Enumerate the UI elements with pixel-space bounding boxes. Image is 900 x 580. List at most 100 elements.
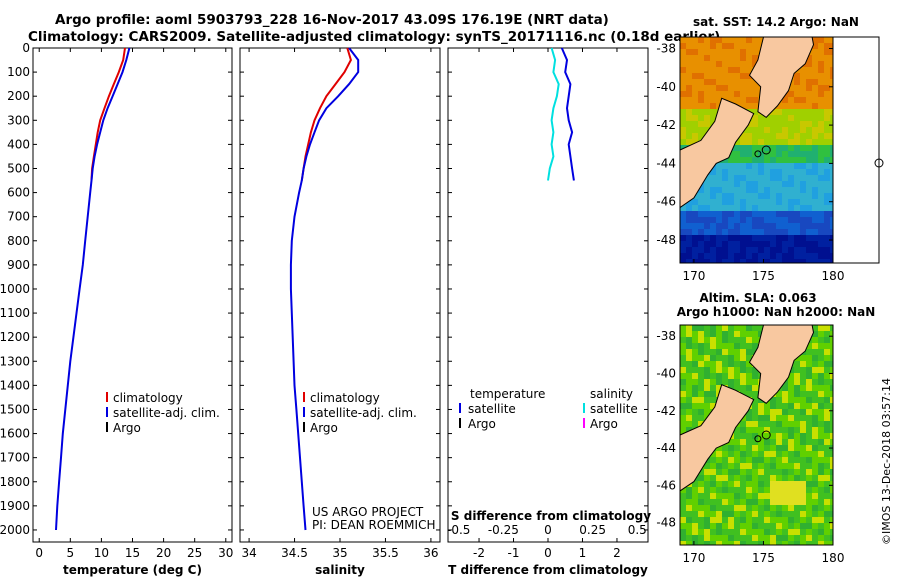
argo-location-marker	[874, 158, 884, 168]
legend-label: Argo	[310, 421, 338, 435]
top-tick-label: 0.25	[579, 523, 606, 537]
map-lon-label: 170	[682, 551, 705, 565]
x-tick-label: -2	[473, 546, 485, 560]
south-island-landmass	[679, 97, 755, 209]
south-island-landmass	[679, 384, 755, 492]
panel-temperature: 0100200300400500600700800900100011001200…	[0, 41, 233, 577]
top-tick-label: 0.5	[628, 523, 647, 537]
top-tick-label: -0.5	[447, 523, 470, 537]
y-tick-label: 400	[7, 137, 30, 151]
map-lon-label: 175	[752, 551, 775, 565]
sst-map-extension	[832, 36, 880, 264]
legend-label: satellite	[468, 402, 516, 416]
x-tick-label: 10	[94, 546, 109, 560]
map-lon-label: 180	[822, 269, 845, 283]
y-tick-label: 1700	[0, 451, 30, 465]
map-lat-label: -48	[656, 516, 676, 530]
series-0-line	[300, 47, 352, 181]
y-tick-label: 1400	[0, 378, 30, 392]
annotation-1: PI: DEAN ROEMMICH	[312, 518, 435, 532]
legend-label: satellite-adj. clim.	[310, 406, 417, 420]
bathymetry-contour	[761, 430, 771, 440]
x-tick-label: 34	[241, 546, 256, 560]
legend-title-temperature: temperature	[470, 387, 545, 401]
figure-title-line1: Argo profile: aoml 5903793_228 16-Nov-20…	[55, 12, 609, 28]
y-tick-label: 1500	[0, 402, 30, 416]
x-tick-label: 35	[332, 546, 347, 560]
y-tick-label: 700	[7, 210, 30, 224]
y-tick-label: 1100	[0, 306, 30, 320]
map-lat-label: -40	[656, 366, 676, 380]
x-tick-label: 34.5	[281, 546, 308, 560]
series-0-line	[90, 47, 126, 181]
north-island-landmass	[748, 36, 815, 119]
y-tick-label: 0	[22, 41, 30, 55]
x-tick-label: 36	[423, 546, 438, 560]
series-1-line	[55, 47, 131, 531]
map-frame	[679, 324, 834, 546]
sst-map: 170 175 180 -38 -40 -42 -44 -46 -48	[656, 36, 845, 283]
sla-map-subtitle: Argo h1000: NaN h2000: NaN	[677, 305, 876, 319]
y-tick-label: 500	[7, 161, 30, 175]
panel-frame	[447, 47, 649, 543]
legend-label: climatology	[310, 391, 380, 405]
panel-salinity: 34 34.5 35 35.5 36 salinity climatologysatelli…	[239, 47, 441, 577]
map-lat-label: -48	[656, 233, 676, 247]
figure-title-line2: Climatology: CARS2009. Satellite-adjuste…	[28, 29, 721, 45]
sst-map-title: sat. SST: 14.2 Argo: NaN	[693, 15, 859, 29]
map-lon-label: 170	[682, 269, 705, 283]
series-0-line	[560, 47, 575, 181]
map-lat-label: -42	[656, 118, 676, 132]
x-axis-label: salinity	[315, 563, 365, 577]
series-1-line	[289, 47, 360, 531]
map-lat-label: -42	[656, 404, 676, 418]
y-tick-label: 2000	[0, 523, 30, 537]
x-axis-label: temperature (deg C)	[63, 563, 202, 577]
map-lat-label: -40	[656, 80, 676, 94]
top-tick-label: 0	[544, 523, 552, 537]
map-lat-label: -38	[656, 329, 676, 343]
panel-difference: -2 -1 0 1 2 T difference from climatology -0.5…	[447, 47, 651, 577]
top-axis-label: S difference from climatology	[451, 509, 651, 523]
x-tick-label: 0	[544, 546, 552, 560]
x-tick-label: 35.5	[372, 546, 399, 560]
legend-label: Argo	[468, 417, 496, 431]
legend-label: satellite	[590, 402, 638, 416]
x-tick-label: 20	[156, 546, 171, 560]
x-tick-label: 1	[579, 546, 587, 560]
y-tick-label: 1000	[0, 282, 30, 296]
y-tick-label: 800	[7, 234, 30, 248]
map-lat-label: -46	[656, 478, 676, 492]
legend-label: Argo	[113, 421, 141, 435]
panel-frame	[32, 47, 233, 543]
bathymetry-contour	[754, 435, 762, 443]
top-tick-label: -0.25	[488, 523, 519, 537]
map-lat-label: -44	[656, 156, 676, 170]
sla-map-title: Altim. SLA: 0.063	[699, 291, 816, 305]
y-tick-label: 1200	[0, 330, 30, 344]
y-tick-label: 1900	[0, 499, 30, 513]
y-tick-label: 200	[7, 89, 30, 103]
x-tick-label: 25	[187, 546, 202, 560]
legend-label: climatology	[113, 391, 183, 405]
series-1-line	[547, 47, 560, 181]
y-tick-label: 900	[7, 258, 30, 272]
legend-title-salinity: salinity	[590, 387, 633, 401]
y-tick-label: 300	[7, 113, 30, 127]
north-island-landmass	[748, 324, 815, 404]
panel-frame	[239, 47, 441, 543]
map-lat-label: -38	[656, 41, 676, 55]
legend-label: Argo	[590, 417, 618, 431]
map-lon-label: 175	[752, 269, 775, 283]
x-tick-label: 5	[66, 546, 74, 560]
map-lon-label: 180	[822, 551, 845, 565]
y-tick-label: 1300	[0, 354, 30, 368]
bathymetry-contour	[761, 145, 771, 155]
y-tick-label: 1600	[0, 427, 30, 441]
y-tick-label: 1800	[0, 475, 30, 489]
map-lat-label: -44	[656, 441, 676, 455]
x-tick-label: -1	[508, 546, 520, 560]
map-lat-label: -46	[656, 195, 676, 209]
x-tick-label: 0	[35, 546, 43, 560]
